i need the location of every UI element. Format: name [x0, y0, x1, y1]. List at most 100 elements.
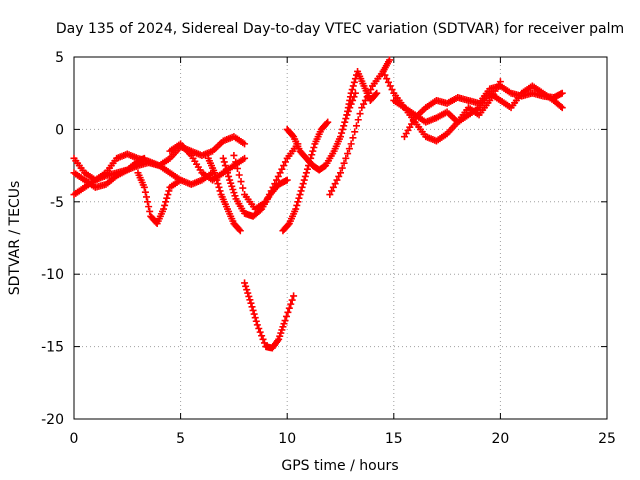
series-track-k — [279, 118, 332, 235]
data-point — [295, 194, 303, 202]
x-tick-label: 20 — [491, 431, 509, 447]
y-tick-label: -20 — [41, 412, 64, 428]
data-point — [239, 184, 247, 192]
y-tick-label: 0 — [55, 122, 64, 138]
data-point — [211, 169, 219, 177]
data-point — [274, 337, 282, 345]
data-point — [281, 158, 289, 166]
data-point — [351, 128, 359, 136]
data-point — [305, 162, 313, 170]
y-tick-label: -10 — [41, 267, 64, 283]
data-point — [287, 300, 295, 308]
data-point — [220, 158, 228, 166]
data-point — [324, 118, 332, 126]
data-point — [347, 89, 355, 97]
data-point — [289, 131, 297, 139]
data-point — [145, 203, 153, 211]
data-point — [323, 119, 331, 127]
data-point — [141, 188, 149, 196]
data-point — [280, 162, 288, 170]
data-point — [301, 172, 309, 180]
grid-lines — [74, 57, 607, 419]
data-point — [256, 328, 264, 336]
series-track-e — [166, 140, 249, 184]
data-point — [226, 176, 234, 184]
data-point — [298, 183, 306, 191]
data-point — [342, 115, 350, 123]
data-point — [269, 183, 277, 191]
data-point — [278, 165, 286, 173]
x-axis-title: GPS time / hours — [281, 458, 398, 474]
data-point — [337, 133, 344, 141]
data-point — [236, 227, 244, 235]
data-point — [279, 323, 287, 331]
data-point — [221, 162, 229, 170]
series-track-g — [219, 154, 291, 220]
data-point — [251, 314, 259, 322]
data-point — [160, 205, 168, 213]
data-point — [328, 187, 336, 195]
data-point — [345, 145, 353, 153]
series-track-l — [326, 56, 394, 199]
data-point — [253, 321, 261, 329]
data-point — [281, 317, 289, 325]
data-point — [338, 164, 346, 172]
data-point — [278, 326, 286, 334]
data-point — [245, 292, 253, 300]
series-track-f — [204, 154, 244, 235]
data-point — [212, 172, 220, 180]
data-point — [308, 151, 316, 159]
data-point — [244, 289, 252, 297]
data-point — [342, 154, 350, 162]
data-point — [146, 207, 154, 215]
y-tick-label: 5 — [55, 50, 64, 66]
data-point — [348, 86, 356, 94]
data-point — [227, 179, 235, 187]
data-point — [282, 312, 290, 320]
data-point — [275, 335, 283, 343]
x-tick-label: 5 — [176, 431, 185, 447]
data-point — [235, 226, 243, 234]
x-tick-label: 10 — [278, 431, 296, 447]
data-point — [290, 292, 298, 300]
data-point — [557, 102, 565, 110]
data-point — [340, 122, 348, 130]
data-point — [161, 201, 169, 209]
data-point — [383, 75, 391, 83]
data-point — [230, 151, 238, 159]
data-point — [276, 332, 284, 340]
data-point — [381, 71, 389, 79]
data-point — [292, 205, 300, 213]
data-point — [259, 335, 267, 343]
series-track-i — [241, 279, 298, 352]
data-point — [276, 169, 284, 177]
data-point — [214, 180, 222, 188]
data-point — [310, 144, 318, 151]
series-track-c — [70, 154, 148, 191]
data-point — [356, 110, 364, 118]
data-point — [271, 180, 279, 188]
data-point — [341, 118, 349, 126]
data-point — [215, 183, 223, 191]
data-point — [140, 154, 148, 162]
axis-ticks: 0 5 10 15 20 25 -20 -15 -10 -5 0 5 — [41, 50, 616, 447]
series-track-p — [390, 78, 504, 126]
data-point — [228, 182, 236, 190]
data-point — [235, 171, 243, 179]
data-point — [233, 164, 241, 172]
y-axis-title: SDTVAR / TECUs — [7, 181, 23, 296]
data-point — [340, 159, 348, 167]
data-point — [241, 279, 249, 287]
data-point — [243, 286, 251, 294]
x-tick-label: 0 — [70, 431, 79, 447]
data-point — [242, 282, 250, 290]
data-point — [163, 194, 171, 202]
data-point — [296, 191, 304, 199]
data-point — [229, 185, 237, 193]
data-point — [303, 165, 311, 173]
data-point — [294, 198, 302, 206]
data-point — [230, 189, 238, 197]
data-point — [329, 183, 337, 191]
data-point — [367, 86, 375, 94]
data-point — [338, 129, 346, 137]
